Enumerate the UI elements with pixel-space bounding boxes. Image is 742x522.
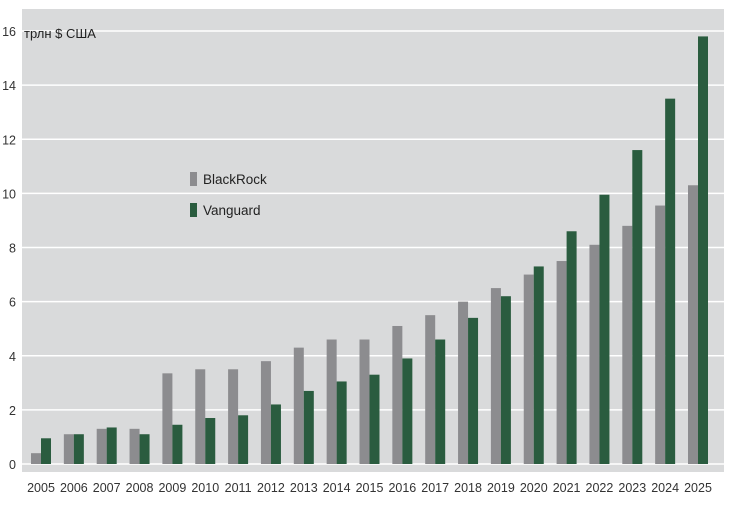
y-tick-label: 16 — [2, 25, 16, 39]
y-tick-label: 12 — [2, 133, 16, 147]
bar-blackrock-2017 — [425, 315, 436, 464]
y-tick-label: 14 — [2, 79, 16, 93]
bar-blackrock-2024 — [655, 205, 666, 464]
x-tick-label: 2010 — [191, 481, 219, 495]
bar-blackrock-2007 — [96, 428, 107, 464]
x-tick-label: 2015 — [356, 481, 384, 495]
bar-vanguard-2014 — [336, 381, 347, 464]
x-tick-label: 2011 — [225, 481, 252, 495]
y-tick-label: 4 — [9, 350, 16, 364]
x-tick-label: 2019 — [487, 481, 515, 495]
legend-swatch-vanguard — [190, 203, 197, 217]
bar-blackrock-2022 — [589, 244, 600, 464]
y-tick-label: 8 — [9, 242, 16, 256]
bar-vanguard-2006 — [73, 434, 84, 464]
x-tick-label: 2006 — [60, 481, 88, 495]
bar-vanguard-2007 — [106, 427, 117, 464]
bar-vanguard-2011 — [238, 415, 249, 464]
bar-blackrock-2018 — [458, 301, 469, 464]
y-axis-unit-label: трлн $ США — [24, 26, 96, 41]
bar-vanguard-2023 — [632, 150, 643, 464]
bar-blackrock-2006 — [63, 434, 74, 464]
y-tick-label: 0 — [9, 458, 16, 472]
bar-blackrock-2016 — [392, 325, 403, 464]
legend-label-blackrock: BlackRock — [203, 172, 267, 187]
x-tick-label: 2020 — [520, 481, 548, 495]
bar-vanguard-2022 — [599, 194, 610, 464]
bar-vanguard-2024 — [665, 98, 676, 464]
x-tick-label: 2012 — [257, 481, 285, 495]
bar-vanguard-2019 — [500, 296, 511, 464]
x-tick-label: 2021 — [553, 481, 581, 495]
bar-vanguard-2018 — [468, 317, 479, 464]
y-tick-label: 10 — [2, 187, 16, 201]
bar-vanguard-2012 — [270, 404, 281, 464]
bar-blackrock-2019 — [490, 288, 501, 464]
bar-blackrock-2008 — [129, 428, 140, 464]
bars — [31, 36, 708, 464]
x-tick-label: 2016 — [388, 481, 416, 495]
bar-vanguard-2015 — [369, 374, 380, 464]
x-tick-label: 2024 — [651, 481, 679, 495]
x-tick-label: 2017 — [421, 481, 449, 495]
x-tick-label: 2013 — [290, 481, 318, 495]
x-tick-label: 2009 — [158, 481, 186, 495]
bar-vanguard-2017 — [435, 339, 446, 464]
bar-vanguard-2021 — [566, 231, 577, 464]
x-axis-ticks: 2005 2006 2007 2008 2009 2010 2011 2012 2013 2014… — [27, 481, 712, 495]
bar-vanguard-2009 — [172, 424, 183, 464]
bar-blackrock-2014 — [326, 339, 337, 464]
x-tick-label: 2018 — [454, 481, 482, 495]
x-tick-label: 2008 — [126, 481, 154, 495]
bar-vanguard-2020 — [533, 266, 544, 464]
bar-vanguard-2016 — [402, 358, 413, 464]
bar-blackrock-2025 — [688, 185, 698, 464]
bar-blackrock-2023 — [622, 225, 633, 464]
bar-blackrock-2012 — [260, 361, 271, 464]
x-tick-label: 2007 — [93, 481, 121, 495]
bar-vanguard-2005 — [41, 438, 51, 464]
y-axis-ticks: 0 2 4 6 8 10 12 14 16 — [2, 25, 16, 472]
y-tick-label: 6 — [9, 296, 16, 310]
x-tick-label: 2023 — [618, 481, 646, 495]
bar-vanguard-2010 — [205, 417, 216, 464]
bar-blackrock-2011 — [228, 369, 239, 464]
bar-blackrock-2020 — [523, 274, 534, 464]
bar-vanguard-2025 — [698, 36, 708, 464]
bar-vanguard-2013 — [303, 390, 314, 464]
bar-blackrock-2010 — [195, 369, 206, 464]
x-tick-label: 2014 — [323, 481, 351, 495]
bar-blackrock-2005 — [31, 453, 41, 464]
x-tick-label: 2022 — [586, 481, 614, 495]
bar-blackrock-2015 — [359, 339, 370, 464]
x-tick-label: 2025 — [684, 481, 712, 495]
legend-swatch-blackrock — [190, 172, 197, 186]
bar-vanguard-2008 — [139, 434, 150, 464]
bar-blackrock-2013 — [293, 347, 304, 464]
bar-blackrock-2009 — [162, 373, 173, 464]
legend-label-vanguard: Vanguard — [203, 203, 261, 218]
legend: BlackRock Vanguard — [190, 172, 267, 218]
y-tick-label: 2 — [9, 404, 16, 418]
x-tick-label: 2005 — [27, 481, 55, 495]
bar-blackrock-2021 — [556, 261, 567, 464]
